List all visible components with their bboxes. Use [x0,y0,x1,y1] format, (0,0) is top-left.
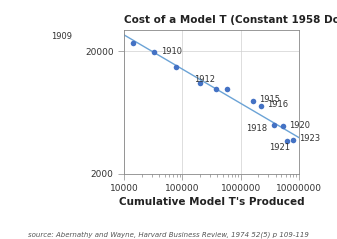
X-axis label: Cumulative Model T's Produced: Cumulative Model T's Produced [119,197,304,207]
Text: 1910: 1910 [161,47,182,56]
Text: 1920: 1920 [289,120,311,130]
Text: 1909: 1909 [51,33,72,41]
Text: 1915: 1915 [259,95,280,104]
Text: 1916: 1916 [267,100,288,109]
Text: Cost of a Model T (Constant 1958 Dollars, logarithmic scale): Cost of a Model T (Constant 1958 Dollars… [124,15,337,25]
Text: 1918: 1918 [246,125,267,133]
Text: source: Abernathy and Wayne, Harvard Business Review, 1974 52(5) p 109-119: source: Abernathy and Wayne, Harvard Bus… [28,231,309,238]
Text: 1921: 1921 [269,143,290,152]
Text: 1912: 1912 [194,75,215,84]
Text: 1923: 1923 [299,134,320,143]
